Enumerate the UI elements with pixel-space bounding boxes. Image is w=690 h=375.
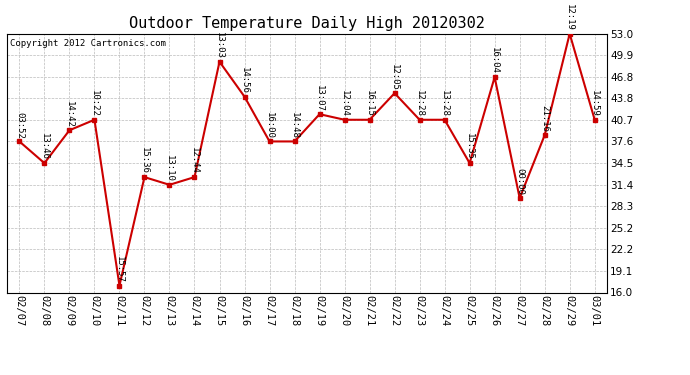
- Text: 12:44: 12:44: [190, 147, 199, 174]
- Text: 13:46: 13:46: [40, 134, 49, 160]
- Text: 13:03: 13:03: [215, 32, 224, 59]
- Text: Copyright 2012 Cartronics.com: Copyright 2012 Cartronics.com: [10, 39, 166, 48]
- Text: 16:15: 16:15: [365, 90, 374, 117]
- Text: 15:57: 15:57: [115, 256, 124, 283]
- Text: 12:04: 12:04: [340, 90, 349, 117]
- Text: 00:00: 00:00: [515, 168, 524, 195]
- Text: 15:36: 15:36: [140, 147, 149, 174]
- Text: 03:52: 03:52: [15, 112, 24, 139]
- Text: 12:19: 12:19: [565, 4, 574, 31]
- Text: 10:22: 10:22: [90, 90, 99, 117]
- Text: 14:56: 14:56: [240, 67, 249, 94]
- Text: 14:48: 14:48: [290, 112, 299, 139]
- Text: 13:10: 13:10: [165, 155, 174, 182]
- Text: 16:04: 16:04: [490, 48, 499, 74]
- Text: 16:00: 16:00: [265, 112, 274, 139]
- Title: Outdoor Temperature Daily High 20120302: Outdoor Temperature Daily High 20120302: [129, 16, 485, 31]
- Text: 13:28: 13:28: [440, 90, 449, 117]
- Text: 13:07: 13:07: [315, 84, 324, 111]
- Text: 21:16: 21:16: [540, 105, 549, 132]
- Text: 12:05: 12:05: [390, 63, 399, 90]
- Text: 12:28: 12:28: [415, 90, 424, 117]
- Text: 14:59: 14:59: [590, 90, 599, 117]
- Text: 14:42: 14:42: [65, 100, 74, 128]
- Text: 15:35: 15:35: [465, 134, 474, 160]
